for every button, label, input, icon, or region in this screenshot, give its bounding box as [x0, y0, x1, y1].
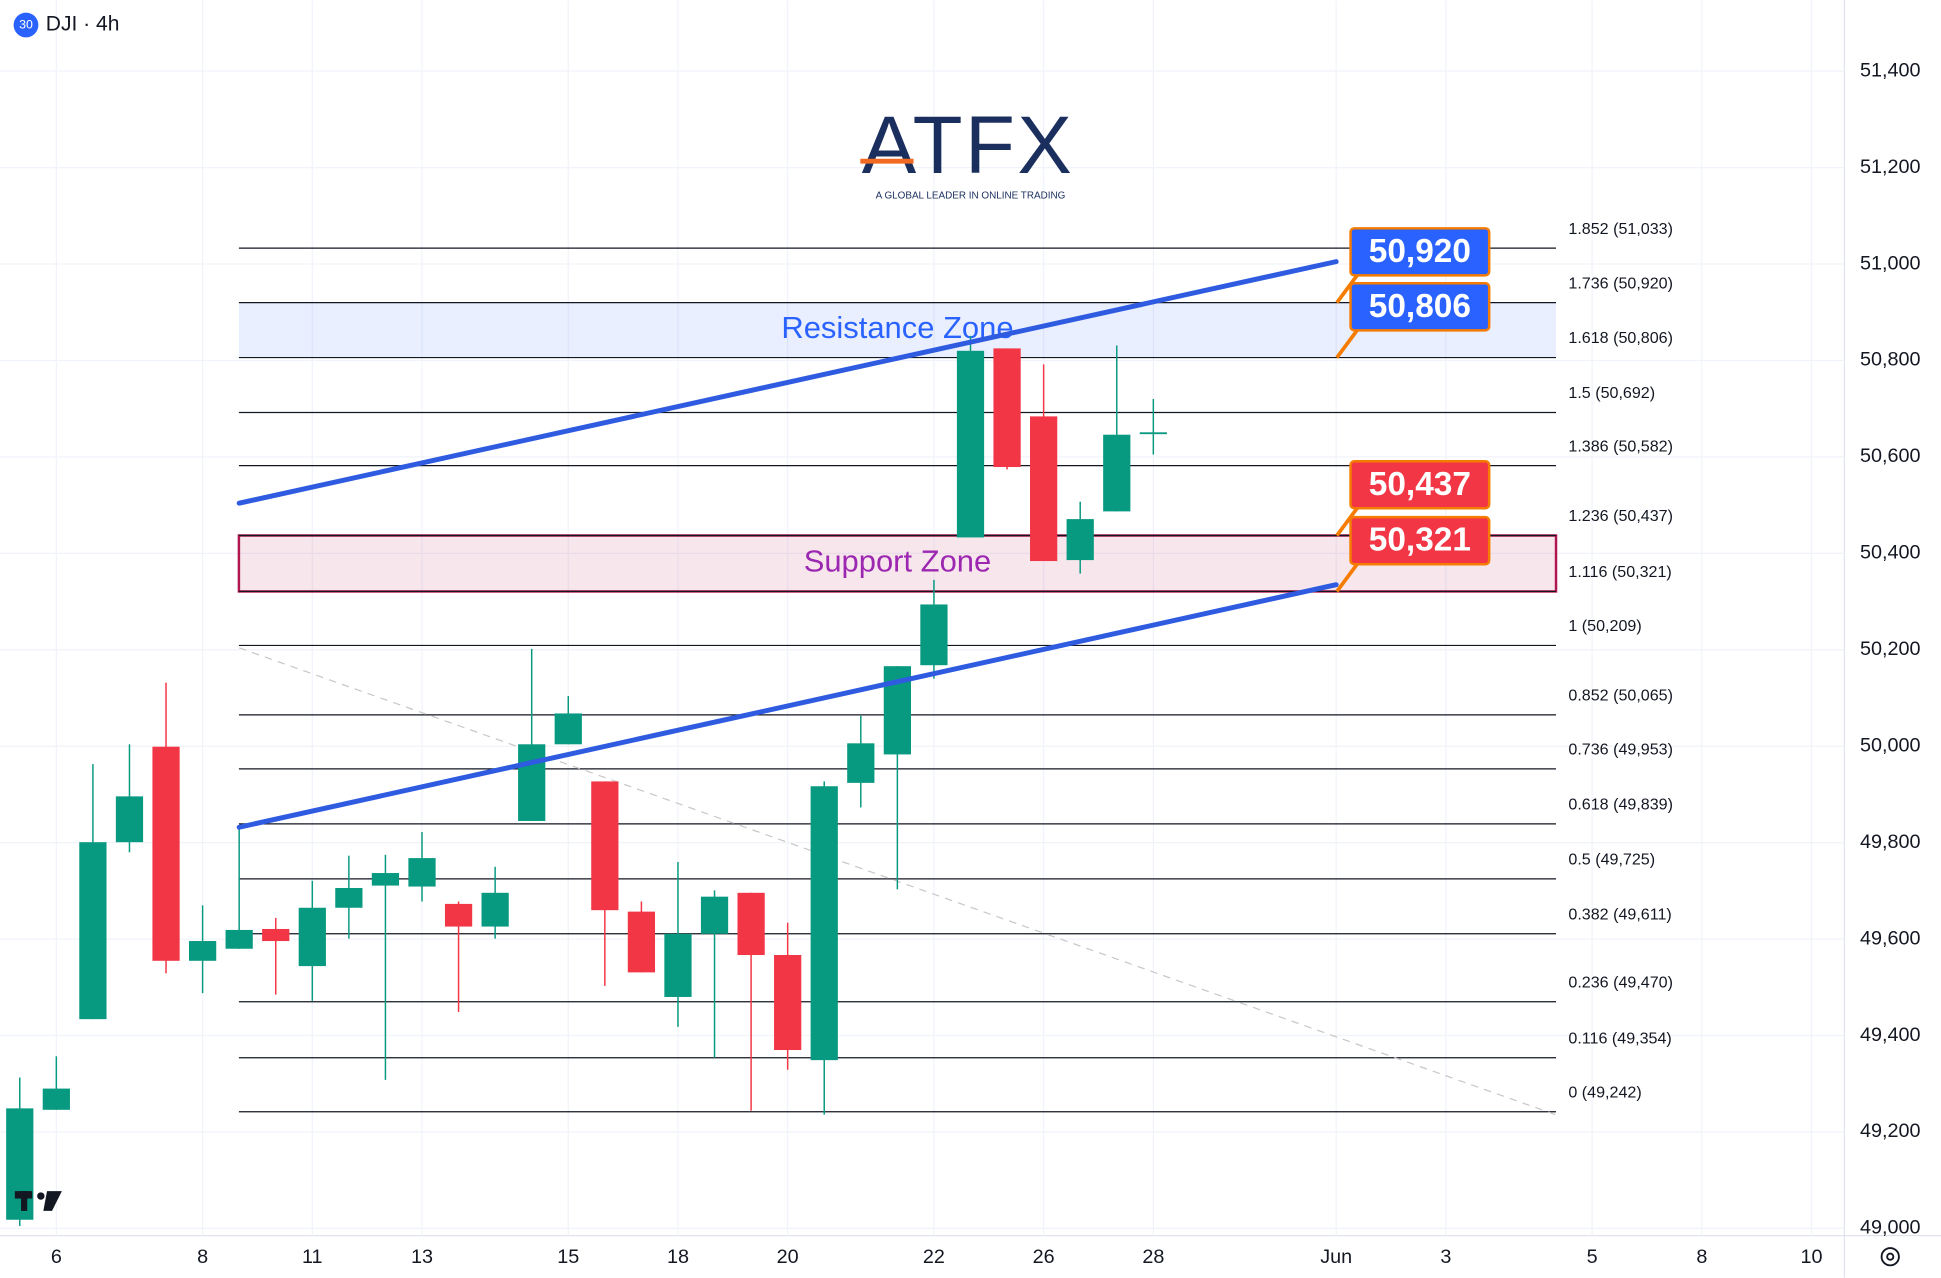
x-tick-label: 15 — [557, 1246, 579, 1268]
price-tag-label: 50,806 — [1369, 288, 1471, 325]
tv-logo — [14, 1191, 62, 1211]
candle-body — [993, 348, 1021, 468]
y-tick-label: 51,400 — [1860, 59, 1921, 81]
x-tick-label: 6 — [51, 1246, 62, 1268]
fib-label: 0.736 (49,953) — [1568, 741, 1673, 759]
candle-body — [371, 873, 400, 886]
candle-body — [1066, 519, 1094, 561]
candle-body — [79, 842, 107, 1020]
candle-body — [115, 796, 144, 843]
fib-label: 1.852 (51,033) — [1568, 220, 1673, 238]
y-tick-label: 49,600 — [1860, 927, 1921, 949]
candle-body — [518, 744, 546, 821]
candle-body — [591, 781, 619, 911]
fib-label: 0.116 (49,354) — [1568, 1029, 1671, 1047]
candle-body — [152, 746, 180, 961]
fib-label: 0.5 (49,725) — [1568, 851, 1655, 869]
y-tick-label: 50,800 — [1860, 349, 1921, 371]
x-tick-label: 13 — [411, 1246, 433, 1268]
candle-body — [335, 887, 363, 908]
x-tick-label: 10 — [1801, 1246, 1823, 1268]
candle-body — [554, 713, 582, 745]
candle-body — [956, 350, 985, 538]
x-tick-label: 18 — [667, 1246, 689, 1268]
fib-label: 0.382 (49,611) — [1568, 905, 1671, 923]
x-tick-label: 3 — [1440, 1246, 1451, 1268]
candle-body — [700, 896, 729, 934]
x-tick-label: 11 — [302, 1246, 323, 1268]
x-tick-label: 26 — [1033, 1246, 1055, 1268]
candle-body — [1103, 434, 1131, 512]
y-tick-label: 49,400 — [1860, 1024, 1921, 1046]
symbol-title[interactable]: DJI · 4h — [46, 13, 120, 36]
fib-label: 1.5 (50,692) — [1568, 384, 1655, 402]
trend-line — [236, 582, 1339, 830]
candle-body — [774, 955, 802, 1051]
y-tick-label: 50,600 — [1860, 445, 1921, 467]
y-tick-label: 49,200 — [1860, 1120, 1921, 1142]
candle-body — [920, 604, 948, 666]
fib-label: 0.852 (50,065) — [1568, 687, 1673, 705]
candle-body — [664, 933, 692, 997]
candle-body — [481, 892, 509, 927]
badge-text: 30 — [19, 17, 33, 31]
price-tag-label: 50,920 — [1369, 233, 1471, 270]
zone-label: Support Zone — [804, 544, 991, 579]
price-tag — [1349, 515, 1491, 566]
zone — [237, 534, 1558, 593]
fib-label: 0.618 (49,839) — [1568, 796, 1673, 814]
y-tick-label: 51,200 — [1860, 156, 1921, 178]
x-tick-label: 8 — [197, 1246, 208, 1268]
trend-line — [236, 259, 1339, 506]
candle-body — [1030, 416, 1058, 562]
candle-body — [188, 941, 217, 961]
price-tag-label: 50,321 — [1369, 522, 1471, 559]
candle-body — [262, 928, 290, 942]
candle-body — [737, 892, 765, 956]
zone — [238, 302, 1557, 358]
y-tick-label: 51,000 — [1860, 252, 1921, 274]
price-tag — [1349, 282, 1491, 332]
candle-body — [627, 911, 656, 973]
logo-tagline: A GLOBAL LEADER IN ONLINE TRADING — [876, 190, 1066, 201]
candle-body — [225, 929, 253, 949]
x-tick-label: 5 — [1587, 1246, 1598, 1268]
x-tick-label: 22 — [923, 1246, 945, 1268]
candle-body — [1139, 432, 1167, 435]
fib-label: 0.236 (49,470) — [1568, 973, 1673, 991]
settings-icon[interactable] — [1880, 1247, 1900, 1267]
y-tick-label: 49,800 — [1860, 831, 1921, 853]
candle-body — [810, 786, 838, 1061]
symbol-badge — [13, 12, 39, 38]
fib-label: 0 (49,242) — [1568, 1083, 1641, 1101]
y-tick-label: 50,200 — [1860, 638, 1921, 660]
y-tick-label: 49,000 — [1860, 1217, 1921, 1239]
candle-body — [408, 858, 436, 887]
fib-label: 1.736 (50,920) — [1568, 274, 1673, 292]
fib-label: 1.116 (50,321) — [1568, 563, 1671, 581]
fib-label: 1.236 (50,437) — [1568, 507, 1673, 525]
candle-body — [298, 907, 326, 967]
x-tick-label: 28 — [1142, 1246, 1164, 1268]
candle-body — [444, 903, 473, 927]
price-tag — [1349, 459, 1491, 510]
y-tick-label: 50,000 — [1860, 734, 1921, 756]
x-tick-label: 20 — [777, 1246, 799, 1268]
price-tag — [1349, 227, 1491, 277]
x-tick-label: Jun — [1320, 1246, 1352, 1268]
candle-body — [847, 743, 875, 783]
price-tag-label: 50,437 — [1369, 466, 1471, 503]
candle-body — [6, 1108, 34, 1220]
x-tick-label: 8 — [1696, 1246, 1707, 1268]
logo: ATFX — [862, 100, 1075, 191]
y-tick-label: 50,400 — [1860, 542, 1921, 564]
fib-label: 1.386 (50,582) — [1568, 437, 1673, 455]
fib-label: 1.618 (50,806) — [1568, 329, 1673, 347]
candle-body — [42, 1088, 70, 1110]
fib-label: 1 (50,209) — [1568, 617, 1641, 635]
